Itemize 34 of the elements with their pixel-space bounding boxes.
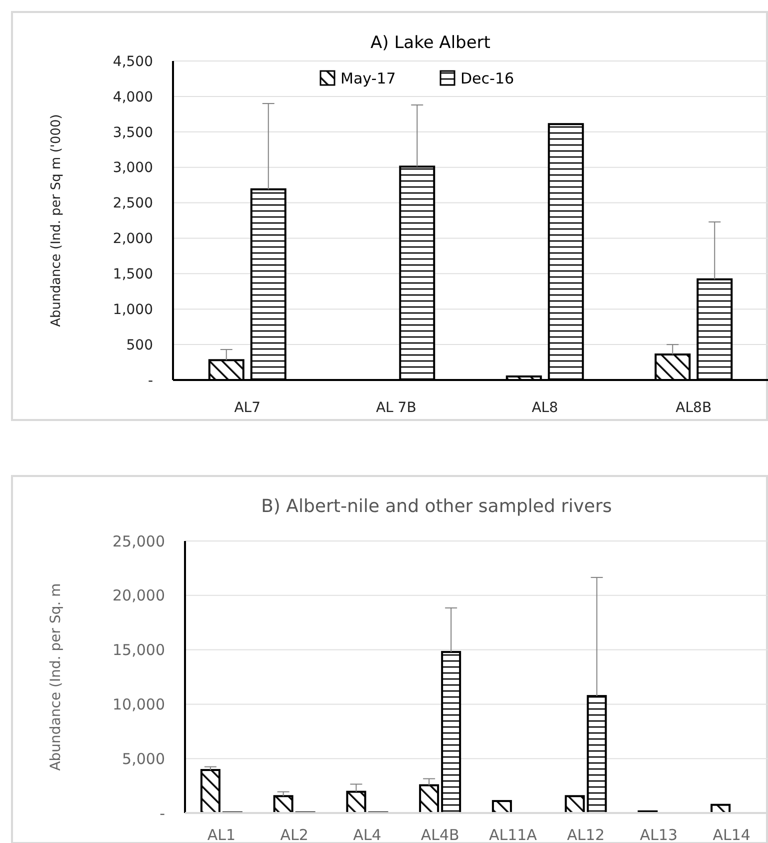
y-tick-label: 3,500 — [112, 124, 153, 141]
x-tick-label: AL14 — [712, 826, 750, 843]
y-tick-label: 3,000 — [112, 160, 153, 176]
legend-label: May-17 — [340, 69, 396, 88]
y-tick-label: 1,500 — [112, 266, 153, 283]
chart-title: B) Albert-nile and other sampled rivers — [261, 496, 612, 517]
y-tick-label: 2,000 — [112, 231, 153, 248]
y-tick-label: 10,000 — [112, 695, 165, 714]
y-tick-label: 5,000 — [122, 750, 165, 768]
x-tick-label: AL12 — [566, 826, 605, 843]
y-tick-label: 20,000 — [112, 586, 165, 605]
x-tick-label: AL7 — [234, 400, 261, 416]
chart-title: A) Lake Albert — [370, 33, 491, 53]
x-tick-label: AL 7B — [376, 400, 416, 416]
y-tick-label: 1,000 — [112, 302, 153, 318]
y-tick-label: 500 — [126, 337, 153, 354]
x-tick-label: AL13 — [640, 826, 678, 843]
x-tick-label: AL11A — [488, 826, 538, 843]
y-tick-label: - — [148, 372, 153, 389]
x-tick-label: AL2 — [280, 826, 308, 843]
y-tick-label: 4,000 — [112, 89, 153, 106]
x-tick-label: AL4B — [420, 826, 460, 843]
x-tick-label: AL4 — [353, 826, 382, 843]
x-tick-label: AL8 — [532, 400, 558, 416]
y-axis-title: Abundance (Ind. per Sq. m — [48, 583, 64, 771]
legend-label: Dec-16 — [460, 69, 514, 88]
y-tick-label: - — [160, 804, 165, 822]
y-tick-label: 25,000 — [112, 532, 165, 550]
y-tick-label: 2,500 — [112, 196, 153, 212]
y-axis-title: Abundance (Ind. per Sq m ('000) — [49, 114, 64, 327]
y-tick-label: 4,500 — [112, 54, 153, 70]
x-tick-label: AL1 — [207, 826, 236, 843]
y-tick-label: 15,000 — [112, 641, 165, 660]
x-tick-label: AL8B — [676, 400, 712, 416]
